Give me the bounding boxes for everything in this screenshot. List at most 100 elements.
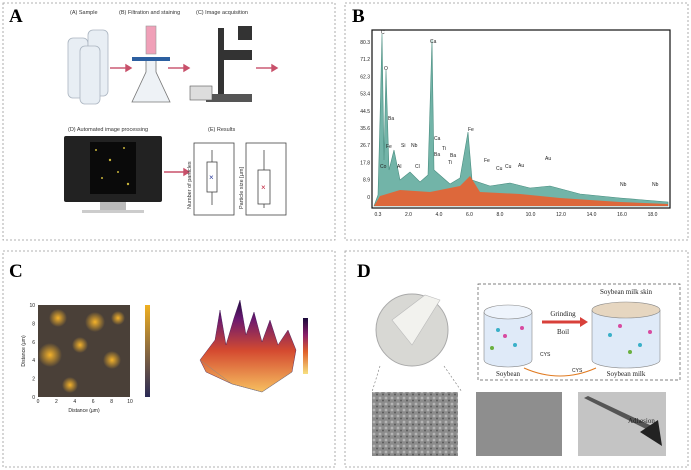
peak-label: Ba bbox=[450, 153, 456, 159]
x-tick-label: 18.0 bbox=[648, 212, 658, 218]
peak-label: Au bbox=[545, 156, 551, 162]
scheme-label: CYS bbox=[540, 352, 551, 358]
peak-label: Co bbox=[380, 164, 387, 170]
photo bbox=[578, 392, 666, 456]
spectrum bbox=[373, 33, 669, 207]
x-tick-label: 8.0 bbox=[497, 212, 504, 218]
scheme-label: Grinding bbox=[550, 310, 576, 318]
y-tick-label: 0 bbox=[367, 195, 370, 201]
x-tick-label: 14.0 bbox=[587, 212, 597, 218]
y-tick-label: 71.2 bbox=[360, 57, 370, 63]
panel-letter: D bbox=[357, 261, 371, 282]
mean-mark: × bbox=[209, 173, 214, 182]
step-label: (E) Results bbox=[208, 127, 235, 133]
y-tick-label: 6 bbox=[32, 340, 35, 346]
step-label: (A) Sample bbox=[70, 10, 98, 16]
peak-label: Ca bbox=[434, 136, 441, 142]
x-tick-label: 10.0 bbox=[526, 212, 536, 218]
y-tick-label: 4 bbox=[32, 358, 35, 364]
surface-3d bbox=[199, 299, 297, 393]
peak-label: Cu bbox=[496, 166, 503, 172]
scheme-frame bbox=[477, 283, 681, 381]
peak-label: Cl bbox=[415, 164, 420, 170]
x-tick-label: 2.0 bbox=[405, 212, 412, 218]
x-tick-label: 0 bbox=[37, 399, 40, 405]
panel-a: (A) Sample (B) Filtration and staining (… bbox=[64, 10, 287, 216]
y-tick-label: 17.8 bbox=[360, 160, 370, 166]
monitor bbox=[64, 136, 162, 213]
panel-letter: B bbox=[352, 6, 365, 27]
x-tick-label: 6 bbox=[92, 399, 95, 405]
scheme-label: Boil bbox=[557, 328, 569, 336]
y-tick-label: 10 bbox=[29, 303, 35, 309]
y-tick-label: 62.3 bbox=[360, 74, 370, 80]
peak-label: Fe bbox=[484, 158, 490, 164]
boxplots bbox=[193, 142, 287, 216]
sem-image bbox=[372, 392, 458, 456]
step-label: (C) Image acquisition bbox=[196, 10, 248, 16]
step-label: (B) Filtration and staining bbox=[119, 10, 180, 16]
y-tick-label: 8.9 bbox=[363, 178, 370, 184]
y-tick-label: 8 bbox=[32, 321, 35, 327]
peak-label: Fe bbox=[386, 144, 392, 150]
x-tick-label: 4 bbox=[73, 399, 76, 405]
axis-label: Distance (µm) bbox=[68, 408, 100, 414]
peak-label: Au bbox=[518, 163, 524, 169]
peak-label: Ba bbox=[434, 152, 440, 158]
cylinders bbox=[483, 301, 661, 369]
peak-label: Cu bbox=[505, 164, 512, 170]
panel-d: Soybean milk skin Grinding Boil Soybean … bbox=[371, 283, 681, 456]
x-tick-label: 2 bbox=[55, 399, 58, 405]
peak-label: Nb bbox=[652, 182, 659, 188]
axis-label: Particle size [µm] bbox=[239, 167, 245, 209]
y-tick-label: 26.7 bbox=[360, 143, 370, 149]
axis-label: Distance (µm) bbox=[21, 335, 27, 367]
mean-mark: × bbox=[261, 183, 266, 192]
panel-letter: C bbox=[9, 261, 23, 282]
x-tick-label: 8 bbox=[110, 399, 113, 405]
colorbar bbox=[145, 305, 150, 397]
scheme-label: Adhesion bbox=[628, 417, 655, 425]
y-tick-label: 2 bbox=[32, 377, 35, 383]
x-tick-label: 16.0 bbox=[617, 212, 627, 218]
peak-label: Ti bbox=[448, 160, 452, 166]
peak-label: Si bbox=[401, 143, 405, 149]
axis-label: Number of particles bbox=[187, 161, 193, 209]
peak-label: Nb bbox=[620, 182, 627, 188]
peak-label: Ti bbox=[442, 146, 446, 152]
scheme-label: CYS bbox=[572, 368, 583, 374]
x-tick-label: 6.0 bbox=[466, 212, 473, 218]
panel-c: 00 2 2 4 4 6 6 8 8 10 10 Distance (µm) Distance (µ… bbox=[21, 299, 308, 414]
y-tick-label: 44.5 bbox=[360, 109, 370, 115]
x-tick-label: 10 bbox=[127, 399, 133, 405]
peak-label: O bbox=[384, 66, 388, 72]
arrows bbox=[110, 63, 279, 177]
afm-blobs bbox=[38, 309, 125, 393]
x-tick-label: 12.0 bbox=[556, 212, 566, 218]
peak-label: Fe bbox=[468, 127, 474, 133]
spectrum-fill bbox=[374, 176, 668, 206]
surface-axes bbox=[199, 359, 293, 393]
sem-image bbox=[476, 392, 562, 456]
colorbar bbox=[303, 318, 308, 374]
panel-letter: A bbox=[9, 6, 23, 27]
scheme-label: Soybean milk bbox=[607, 370, 646, 378]
peak-label: Ba bbox=[388, 116, 394, 122]
peak-label: C bbox=[381, 30, 385, 36]
scheme-label: Soybean milk skin bbox=[600, 288, 653, 296]
peak-label: Al bbox=[397, 164, 401, 170]
microscope bbox=[189, 26, 252, 102]
step-label: (D) Automated image processing bbox=[68, 127, 148, 133]
x-tick-label: 4.0 bbox=[436, 212, 443, 218]
panel-b: 80.3 71.2 62.3 53.4 44.5 35.6 26.7 17.8 8.9 0 0.3 2… bbox=[360, 29, 671, 218]
y-tick-label: 35.6 bbox=[360, 126, 370, 132]
peak-label: Ca bbox=[430, 39, 437, 45]
bottles bbox=[67, 29, 109, 105]
y-tick-label: 80.3 bbox=[360, 40, 370, 46]
peak-label: Nb bbox=[411, 143, 418, 149]
y-tick-label: 53.4 bbox=[360, 92, 370, 98]
x-tick-label: 0.3 bbox=[375, 212, 382, 218]
sample bbox=[640, 420, 662, 446]
